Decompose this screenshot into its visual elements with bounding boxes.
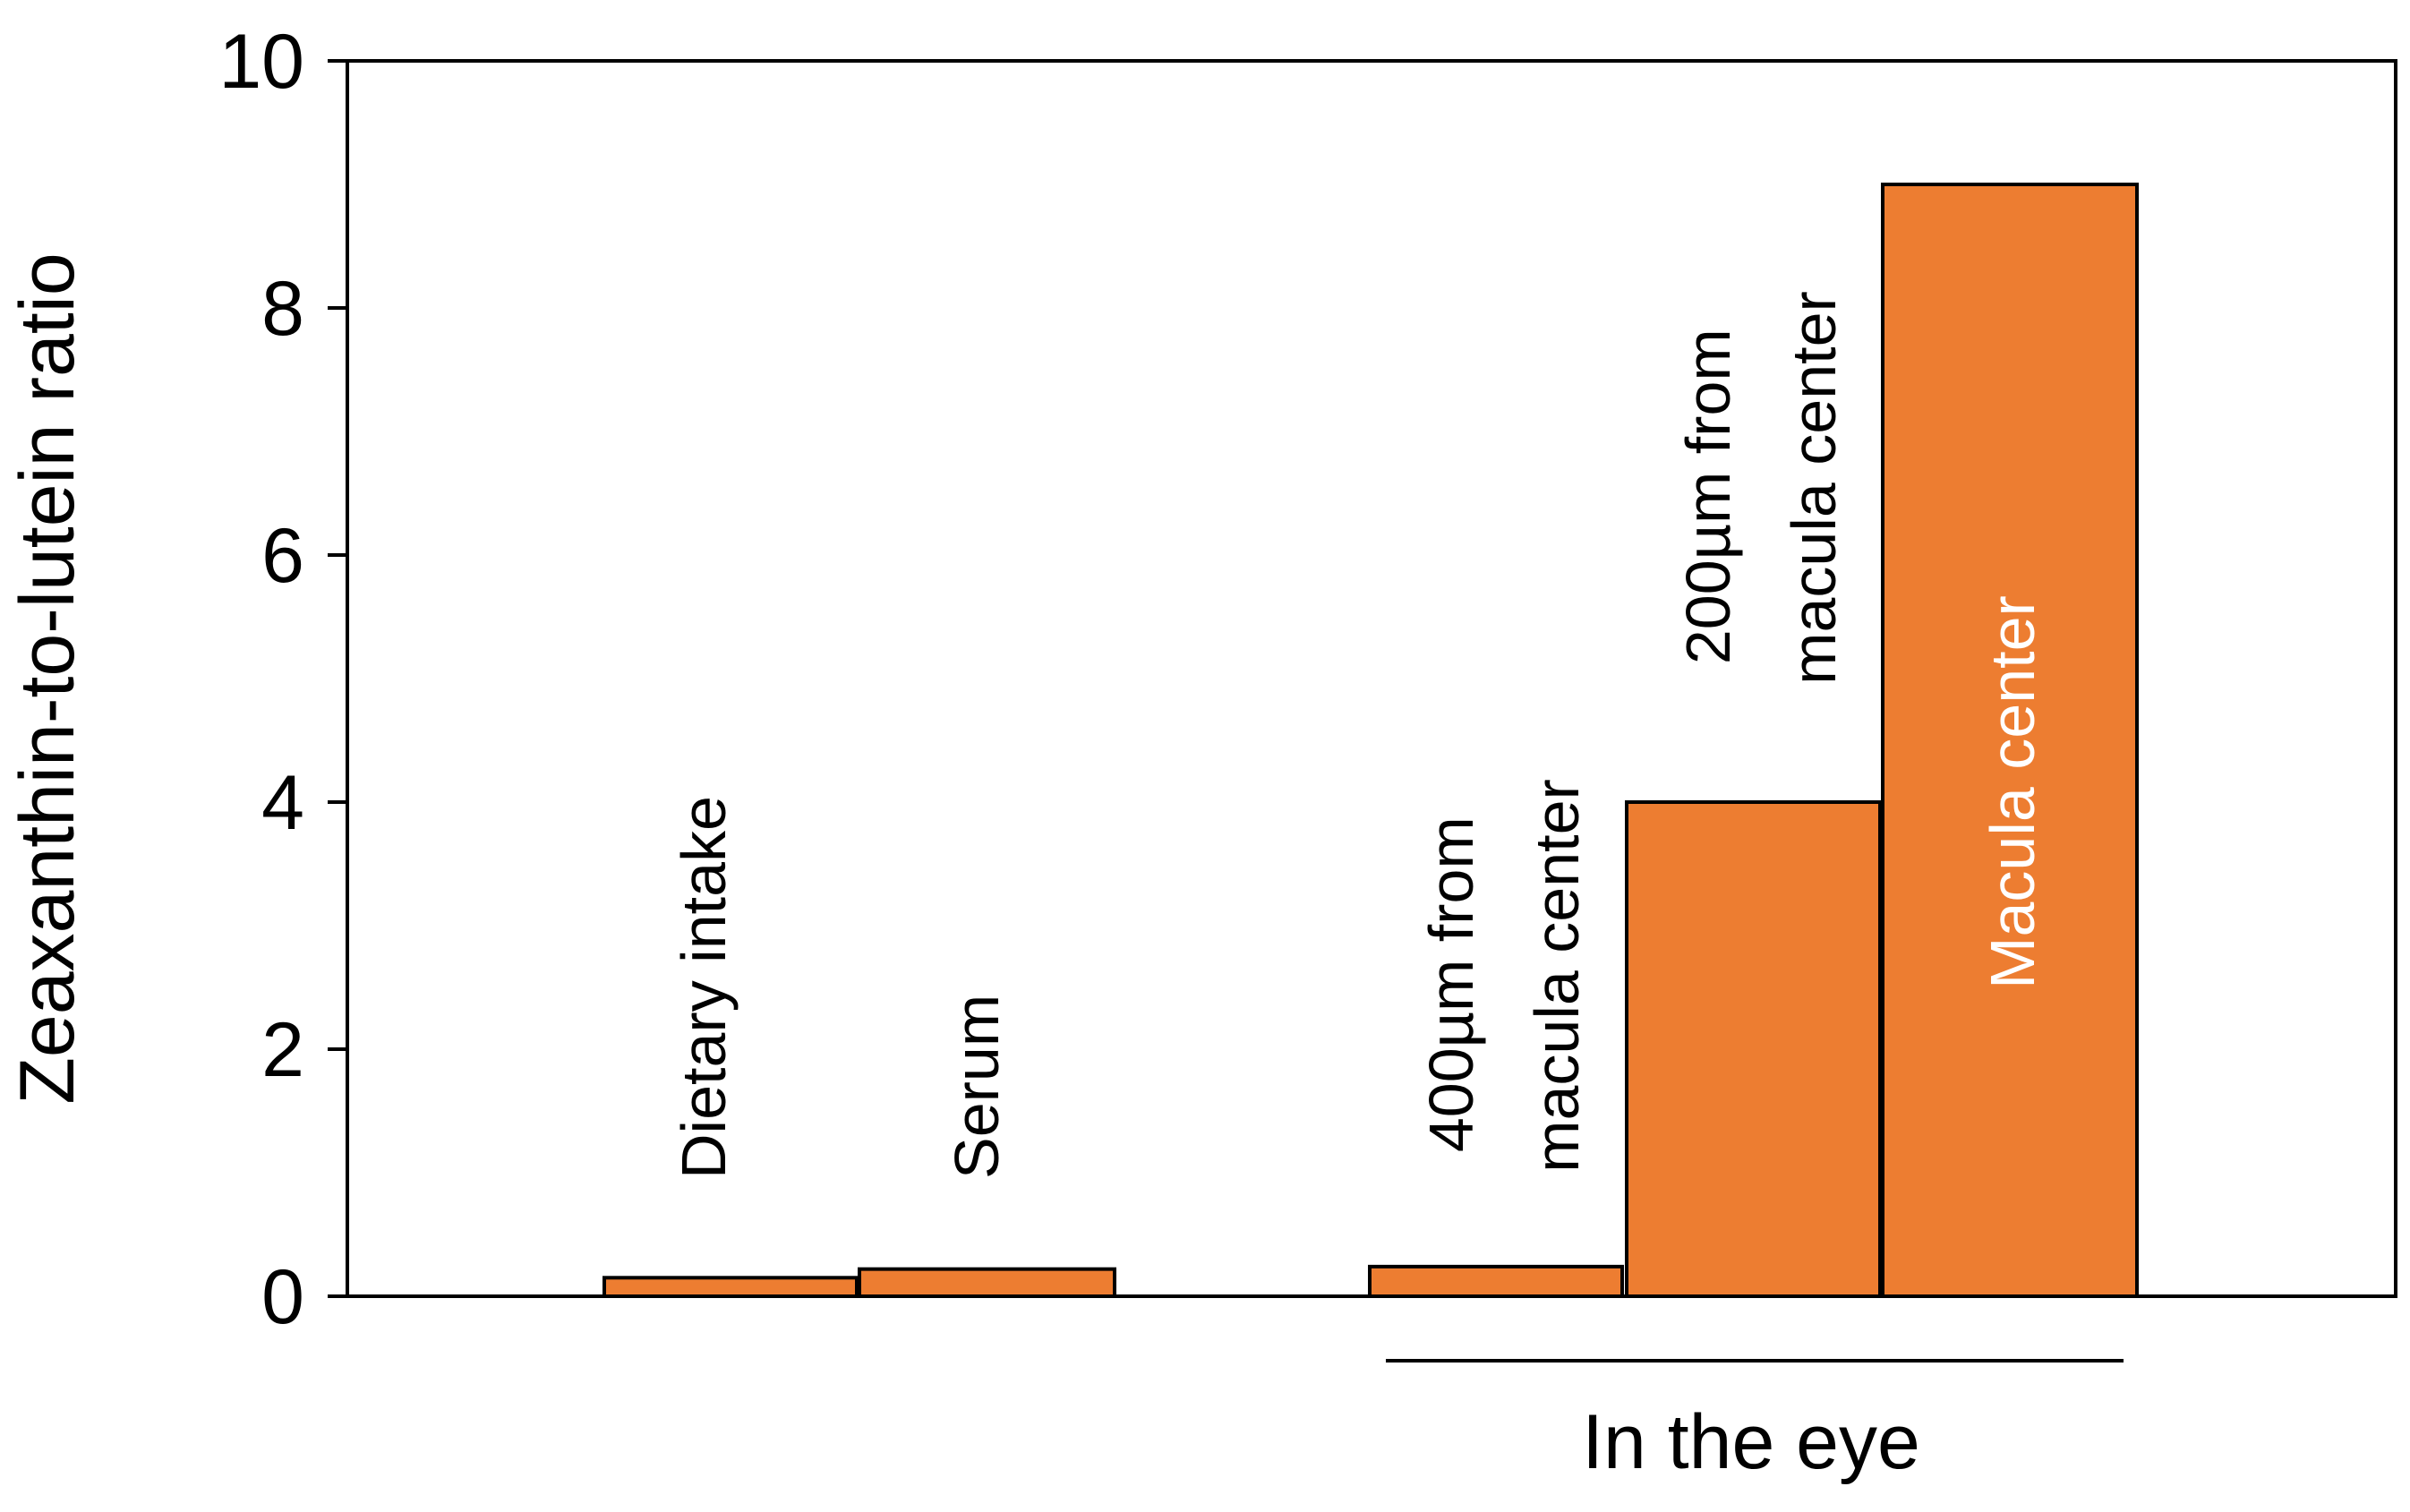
y-tick-label: 6 [261, 513, 304, 599]
bar-label-200um: 200µm from macula center [1673, 291, 1849, 685]
bar-200um [1625, 800, 1882, 1298]
y-tick-label: 8 [261, 266, 304, 352]
bar-label-400um: 400µm from macula center [1416, 779, 1592, 1173]
bar-serum [858, 1267, 1116, 1299]
y-axis-title: Zeaxanthin-to-lutein ratio [4, 252, 90, 1104]
y-tick-label: 0 [261, 1254, 304, 1340]
bar-label-macula-center: Macula center [1978, 595, 2047, 989]
bar-400um [1368, 1264, 1624, 1299]
bar-dietary-intake [602, 1276, 859, 1299]
bar-label-serum: Serum [942, 995, 1012, 1179]
bars-group [602, 183, 2139, 1299]
group-label: In the eye [1582, 1399, 1920, 1485]
y-axis-ticks: 0 2 4 6 8 10 [218, 19, 347, 1340]
bar-label-dietary-intake: Dietary intake [669, 796, 739, 1179]
y-tick-label: 2 [261, 1007, 304, 1093]
y-tick-label: 4 [261, 760, 304, 846]
bar-macula-center [1881, 183, 2139, 1298]
y-tick-label: 10 [218, 19, 304, 105]
